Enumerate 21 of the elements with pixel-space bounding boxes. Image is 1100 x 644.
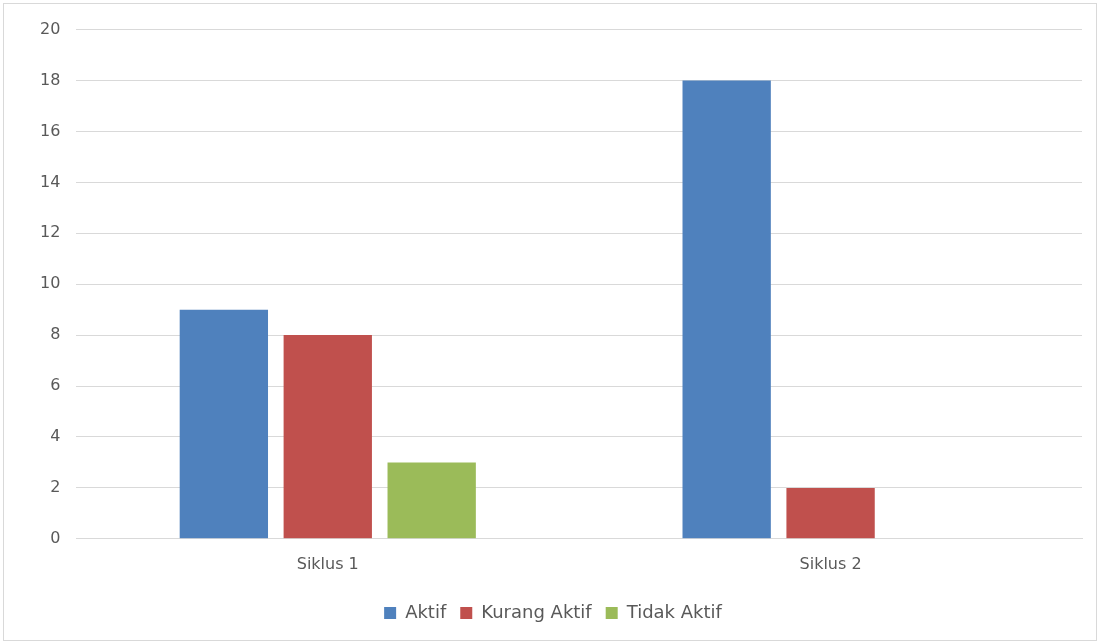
y-tick-label: 10 bbox=[40, 273, 61, 293]
bar bbox=[179, 309, 269, 539]
legend-label: Aktif bbox=[405, 600, 447, 622]
y-tick-label: 2 bbox=[50, 477, 61, 497]
x-tick-label: Siklus 1 bbox=[296, 553, 359, 573]
y-tick-label: 6 bbox=[50, 375, 61, 395]
legend-label: Kurang Aktif bbox=[481, 600, 593, 622]
bar bbox=[283, 335, 372, 539]
bar bbox=[682, 80, 771, 539]
y-tick-label: 4 bbox=[50, 426, 61, 446]
y-tick-label: 0 bbox=[50, 527, 61, 547]
x-tick-label: Siklus 2 bbox=[799, 553, 862, 573]
y-tick-label: 16 bbox=[40, 120, 61, 140]
bar bbox=[387, 462, 476, 539]
y-tick-label: 14 bbox=[40, 171, 61, 191]
y-tick-label: 20 bbox=[40, 18, 61, 38]
y-tick-label: 8 bbox=[50, 324, 61, 344]
y-tick-label: 18 bbox=[40, 69, 61, 89]
y-tick-label: 12 bbox=[40, 222, 61, 242]
legend-label: Tidak Aktif bbox=[625, 600, 723, 622]
bar bbox=[786, 487, 875, 539]
